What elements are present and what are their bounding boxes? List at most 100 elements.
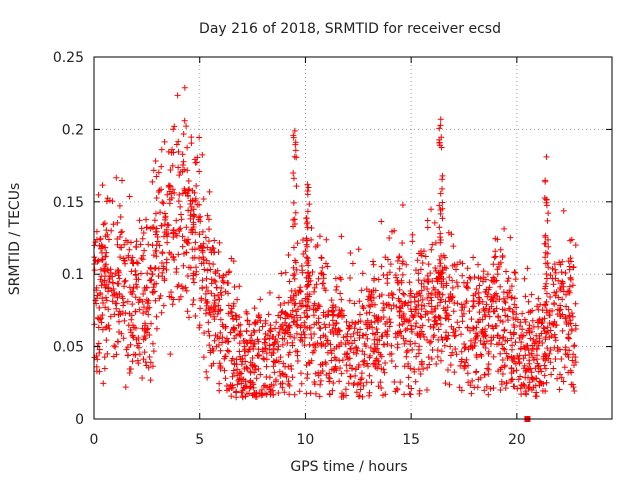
data-point [372,357,379,364]
data-point [337,290,344,297]
data-point [493,305,500,312]
data-point [162,214,169,221]
data-point [93,228,100,235]
data-point [293,266,300,273]
data-point [443,265,450,272]
data-point [146,354,153,361]
data-point [270,345,277,352]
data-point [322,324,329,331]
data-point [401,363,408,370]
data-point [464,265,471,272]
data-point [227,329,234,336]
data-point [356,311,363,318]
data-point [492,253,499,260]
data-point [315,275,322,282]
data-point [199,151,206,158]
data-point [99,295,106,302]
data-point [315,319,322,326]
data-point [165,222,172,229]
data-point [547,293,554,300]
data-point [292,259,299,266]
data-point [408,385,415,392]
data-point [293,312,300,319]
data-point [534,360,541,367]
data-point [249,361,256,368]
data-point [175,138,182,145]
data-point [305,184,312,191]
data-point [256,327,263,334]
data-point [175,198,182,205]
data-point [306,341,313,348]
data-point [350,330,357,337]
data-point [437,263,444,270]
data-point [137,270,144,277]
data-point [322,287,329,294]
data-point [177,169,184,176]
data-point [350,349,357,356]
data-point [116,318,123,325]
data-point [103,227,110,234]
data-point [404,347,411,354]
data-point [271,358,278,365]
data-point [132,294,139,301]
data-point [559,278,566,285]
data-point [500,334,507,341]
data-point [439,266,446,273]
data-point [270,382,277,389]
data-point [236,376,243,383]
data-point [143,362,150,369]
data-point [110,353,117,360]
data-point [147,377,154,384]
data-point [304,181,311,188]
data-point [287,331,294,338]
data-point [496,340,503,347]
data-point [562,270,569,277]
data-point [475,376,482,383]
data-point [540,380,547,387]
data-point [145,311,152,318]
data-point [183,287,190,294]
data-point [171,123,178,130]
data-point [554,306,561,313]
data-point [304,282,311,289]
data-point [437,315,444,322]
data-point [537,301,544,308]
data-point [466,274,473,281]
data-point [107,273,114,280]
data-point [247,379,254,386]
data-point [501,307,508,314]
data-point [230,258,237,265]
data-point [355,246,362,253]
data-point [242,358,249,365]
data-point [239,387,246,394]
data-point [441,254,448,261]
data-point [470,325,477,332]
data-point [559,296,566,303]
data-point [121,317,128,324]
data-point [349,319,356,326]
data-point [428,355,435,362]
data-point [413,306,420,313]
data-point [198,260,205,267]
data-point [543,298,550,305]
data-point [276,329,283,336]
data-point [94,258,101,265]
data-point [133,244,140,251]
data-point [453,351,460,358]
data-point [545,210,552,217]
data-point [150,348,157,355]
data-point [120,302,127,309]
data-point [434,302,441,309]
data-point [289,342,296,349]
data-point [234,296,241,303]
data-point [349,260,356,267]
data-point [111,289,118,296]
data-points [91,84,579,422]
data-point [301,323,308,330]
x-tick-label: 5 [195,432,204,448]
data-point [454,319,461,326]
data-point [545,243,552,250]
data-point [381,304,388,311]
data-point [94,314,101,321]
data-point [542,388,549,395]
